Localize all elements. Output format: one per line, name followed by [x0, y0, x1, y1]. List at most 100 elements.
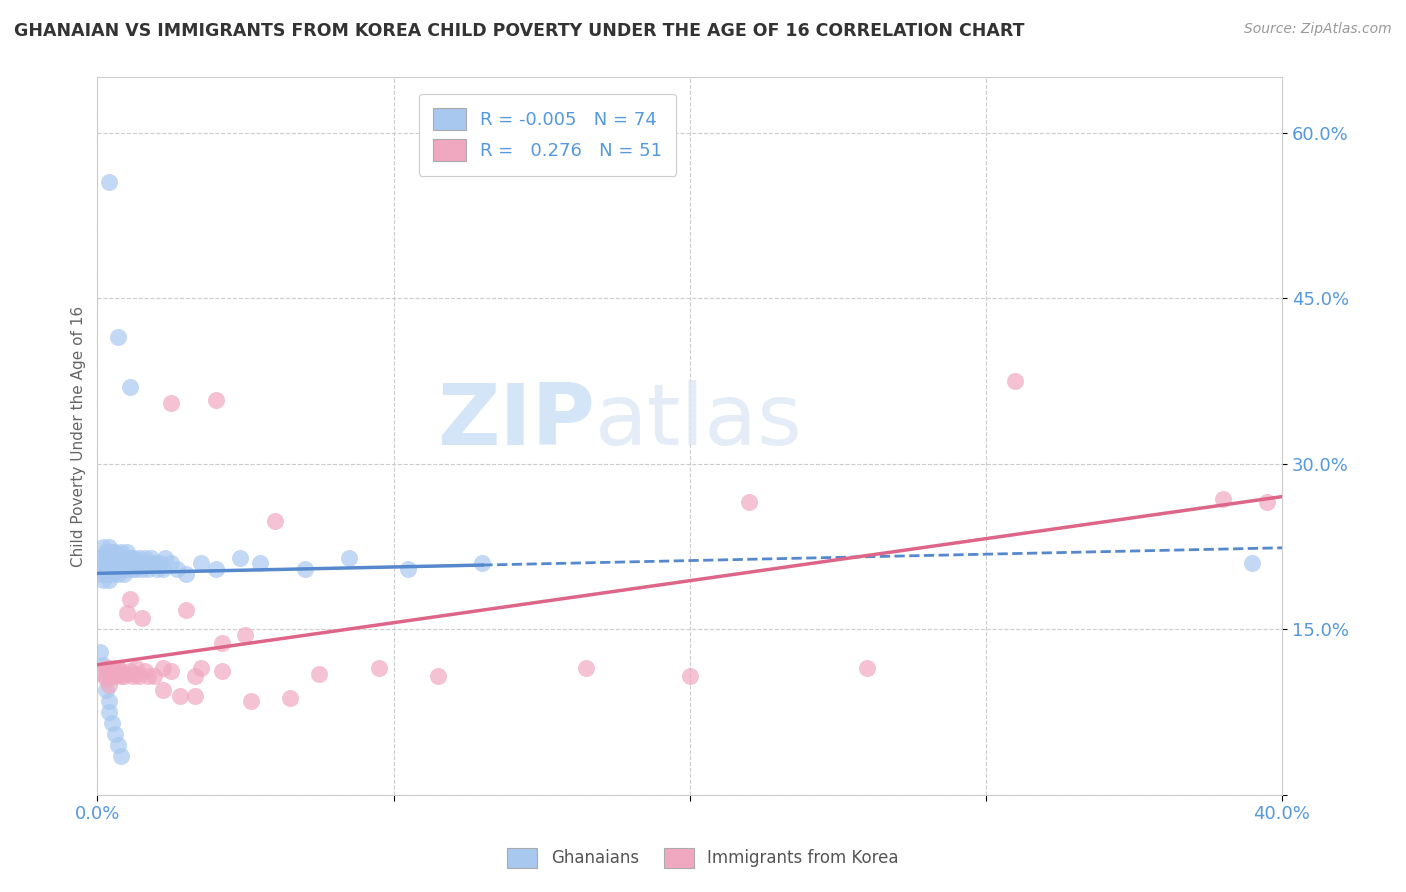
Point [278, 690, 301, 705]
Point [738, 495, 761, 509]
Point [104, 550, 127, 565]
Point [136, 669, 159, 683]
Point [308, 666, 330, 681]
Point [152, 683, 174, 698]
Point [107, 567, 129, 582]
Point [96, 550, 118, 565]
Point [249, 556, 271, 570]
Point [110, 669, 132, 683]
Point [204, 562, 226, 576]
Legend: R = -0.005   N = 74, R =   0.276   N = 51: R = -0.005 N = 74, R = 0.276 N = 51 [419, 94, 676, 176]
Point [184, 689, 207, 703]
Legend: Ghanaians, Immigrants from Korea: Ghanaians, Immigrants from Korea [501, 841, 905, 875]
Point [337, 550, 360, 565]
Point [136, 562, 159, 576]
Point [166, 562, 188, 576]
Point [118, 379, 141, 393]
Point [426, 669, 449, 683]
Point [122, 550, 145, 565]
Point [112, 567, 135, 582]
Point [118, 550, 141, 565]
Point [139, 550, 162, 565]
Point [1004, 374, 1026, 388]
Point [115, 550, 138, 565]
Point [98, 705, 121, 719]
Point [107, 661, 129, 675]
Point [104, 669, 127, 683]
Point [101, 669, 124, 683]
Point [131, 562, 153, 576]
Point [155, 550, 177, 565]
Point [96, 661, 118, 675]
Point [98, 661, 121, 675]
Point [115, 545, 138, 559]
Point [98, 694, 121, 708]
Point [107, 550, 129, 565]
Point [139, 556, 162, 570]
Point [396, 562, 419, 576]
Point [110, 562, 132, 576]
Point [118, 556, 141, 570]
Point [118, 665, 141, 679]
Point [110, 545, 132, 559]
Point [1256, 495, 1278, 509]
Point [152, 562, 174, 576]
Text: atlas: atlas [595, 380, 803, 464]
Point [264, 514, 287, 528]
Point [134, 665, 156, 679]
Point [134, 550, 156, 565]
Point [98, 175, 121, 189]
Text: GHANAIAN VS IMMIGRANTS FROM KOREA CHILD POVERTY UNDER THE AGE OF 16 CORRELATION : GHANAIAN VS IMMIGRANTS FROM KOREA CHILD … [14, 22, 1025, 40]
Point [131, 611, 153, 625]
Point [104, 545, 127, 559]
Point [112, 556, 135, 570]
Point [96, 672, 118, 686]
Point [125, 666, 148, 681]
Y-axis label: Child Poverty Under the Age of 16: Child Poverty Under the Age of 16 [72, 306, 86, 566]
Point [148, 556, 170, 570]
Point [228, 550, 250, 565]
Point [112, 669, 135, 683]
Point [125, 562, 148, 576]
Point [211, 665, 233, 679]
Point [98, 573, 121, 587]
Point [118, 591, 141, 606]
Point [96, 669, 118, 683]
Point [174, 602, 197, 616]
Point [89, 567, 111, 582]
Point [107, 739, 129, 753]
Point [104, 727, 127, 741]
Point [471, 556, 494, 570]
Text: Source: ZipAtlas.com: Source: ZipAtlas.com [1244, 22, 1392, 37]
Point [190, 556, 212, 570]
Point [190, 661, 212, 675]
Point [211, 636, 233, 650]
Point [235, 628, 257, 642]
Point [367, 661, 389, 675]
Point [128, 550, 150, 565]
Point [101, 567, 124, 582]
Point [240, 694, 263, 708]
Point [89, 644, 111, 658]
Point [122, 562, 145, 576]
Point [294, 562, 316, 576]
Point [101, 550, 124, 565]
Point [101, 562, 124, 576]
Point [204, 392, 226, 407]
Point [575, 661, 598, 675]
Point [1212, 492, 1234, 507]
Point [115, 562, 138, 576]
Point [104, 661, 127, 675]
Point [160, 556, 183, 570]
Point [107, 330, 129, 344]
Point [115, 606, 138, 620]
Point [160, 396, 183, 410]
Point [125, 661, 148, 675]
Point [142, 556, 165, 570]
Point [110, 665, 132, 679]
Point [152, 661, 174, 675]
Point [91, 573, 114, 587]
Point [122, 669, 145, 683]
Point [1241, 556, 1264, 570]
Point [145, 562, 167, 576]
